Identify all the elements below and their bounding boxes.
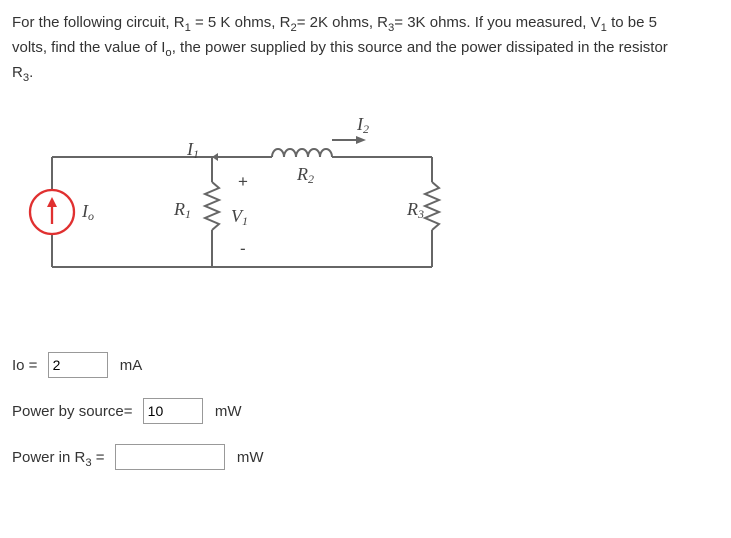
txt: R [12,64,23,81]
svg-text:I1: I1 [186,139,199,161]
svg-text:-: - [240,239,246,258]
svg-text:Io: Io [81,201,94,223]
svg-text:R1: R1 [173,199,191,221]
io-input[interactable] [48,352,108,378]
problem-text: For the following circuit, R1 = 5 K ohms… [12,12,719,87]
txt: to be 5 [607,14,657,31]
answer-io: Io = mA [12,352,719,378]
txt: , the power supplied by this source and … [172,39,668,56]
pr3-unit: mW [237,449,264,466]
answer-pr3: Power in R3 = mW [12,444,719,470]
psrc-label: Power by source= [12,403,137,420]
svg-text:I2: I2 [356,114,369,136]
io-label: Io = [12,357,42,374]
svg-text:R2: R2 [296,164,314,186]
answer-psource: Power by source= mW [12,398,719,424]
txt: = 2K ohms, R [297,14,388,31]
txt: . [29,64,33,81]
svg-text:V1: V1 [231,206,248,228]
svg-text:+: + [238,172,248,191]
pr3-input[interactable] [115,444,225,470]
psrc-input[interactable] [143,398,203,424]
psrc-unit: mW [215,403,242,420]
io-unit: mA [120,357,143,374]
pr3-label-b: = [92,449,109,466]
svg-text:R3: R3 [406,199,424,221]
txt: = 5 K ohms, R [191,14,291,31]
pr3-label-a: Power in R [12,449,85,466]
txt: volts, find the value of I [12,39,165,56]
circuit-diagram: I2 I1 R2 R1 R3 V1 Io + - [12,112,719,312]
txt: For the following circuit, R [12,14,185,31]
txt: = 3K ohms. If you measured, V [394,14,600,31]
